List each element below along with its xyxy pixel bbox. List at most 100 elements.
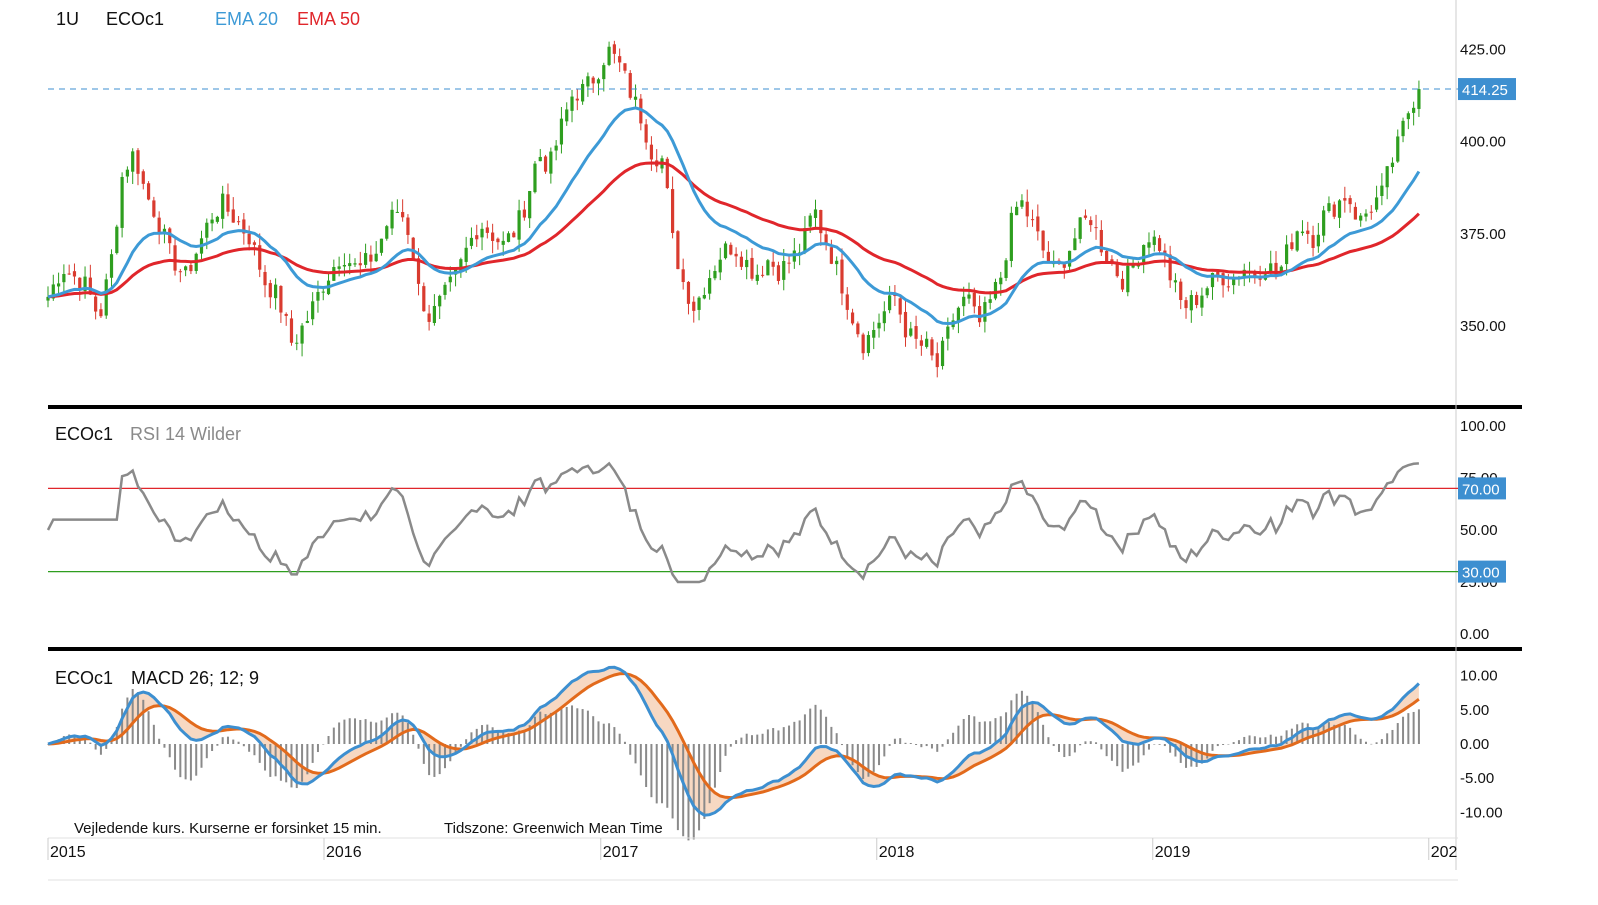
macd-histogram-bar xyxy=(608,723,611,744)
candle-down xyxy=(1083,215,1088,218)
macd-histogram-bar xyxy=(1147,744,1150,750)
macd-histogram-bar xyxy=(983,721,986,744)
candle-up xyxy=(385,226,389,239)
macd-histogram-bar xyxy=(772,728,775,744)
candle-up xyxy=(1078,217,1082,239)
macd-histogram-bar xyxy=(422,744,425,764)
panel-divider xyxy=(48,405,1522,409)
candle-up xyxy=(967,294,971,299)
ema20-legend-label[interactable]: EMA 20 xyxy=(215,9,278,29)
candle-down xyxy=(416,258,421,284)
macd-histogram-bar xyxy=(301,744,304,782)
candle-down xyxy=(739,256,744,267)
macd-histogram-bar xyxy=(968,715,971,744)
macd-histogram-bar xyxy=(84,738,87,744)
macd-histogram-bar xyxy=(978,721,981,744)
macd-histogram-bar xyxy=(692,744,695,840)
candle-down xyxy=(1094,227,1098,229)
candle-down xyxy=(734,253,738,257)
macd-histogram-bar xyxy=(1232,742,1235,744)
candle-up xyxy=(697,297,701,310)
macd-histogram-bar xyxy=(142,699,145,744)
macd-histogram-bar xyxy=(671,744,674,819)
candle-down xyxy=(628,73,632,98)
macd-histogram-bar xyxy=(1137,744,1140,763)
macd-histogram-bar xyxy=(634,744,637,764)
macd-histogram-bar xyxy=(1248,735,1251,744)
candle-up xyxy=(602,65,606,80)
macd-histogram-bar xyxy=(973,716,976,744)
macd-histogram-bar xyxy=(512,735,515,744)
macd-histogram-bar xyxy=(1264,737,1267,744)
ema50-line xyxy=(47,161,1420,299)
macd-histogram-bar xyxy=(1253,736,1256,744)
candle-up xyxy=(1126,265,1130,293)
macd-histogram-bar xyxy=(1322,725,1325,744)
macd-histogram-bar xyxy=(290,744,293,788)
macd-histogram-bar xyxy=(68,734,71,744)
candle-up xyxy=(62,273,66,283)
candle-up xyxy=(221,193,225,219)
macd-line xyxy=(47,665,1420,817)
candle-down xyxy=(840,259,844,294)
macd-histogram-bar xyxy=(226,736,229,744)
candle-up xyxy=(1390,162,1395,168)
macd-histogram-bar xyxy=(195,744,198,776)
macd-histogram-bar xyxy=(189,744,192,781)
x-tick-label: 2018 xyxy=(879,844,915,861)
macd-histogram-bar xyxy=(152,724,155,744)
candle-down xyxy=(94,296,98,312)
candle-down xyxy=(692,301,696,311)
macd-histogram-bar xyxy=(121,708,124,744)
candle-down xyxy=(72,271,77,277)
candle-up xyxy=(956,307,961,322)
candle-up xyxy=(1396,136,1400,162)
macd-histogram-bar xyxy=(1216,744,1219,747)
candle-up xyxy=(782,260,786,280)
macd-histogram-bar xyxy=(1015,693,1018,744)
macd-histogram-bar xyxy=(1206,744,1209,759)
macd-histogram-bar xyxy=(930,744,933,749)
candle-down xyxy=(358,263,362,266)
macd-histogram-bar xyxy=(936,744,939,752)
candle-down xyxy=(824,234,828,245)
candle-up xyxy=(274,284,278,299)
macd-histogram-bar xyxy=(380,720,383,744)
macd-histogram-bar xyxy=(343,719,346,744)
macd-histogram-bar xyxy=(708,744,711,804)
macd-histogram-bar xyxy=(1089,741,1092,744)
x-axis: 2015 2016 2017 2018 2019 202 xyxy=(47,837,1458,881)
candle-down xyxy=(1030,219,1035,221)
candle-up xyxy=(1009,212,1013,261)
candle-up xyxy=(755,274,759,281)
candle-down xyxy=(1041,230,1045,251)
candle-up xyxy=(549,151,553,174)
candle-down xyxy=(930,339,934,356)
macd-histogram-bar xyxy=(761,733,764,744)
candle-up xyxy=(745,259,749,268)
macd-histogram-bar xyxy=(1364,741,1367,744)
candle-up xyxy=(1316,234,1320,247)
candle-up xyxy=(305,320,309,323)
macd-histogram-bar xyxy=(475,728,478,744)
candle-up xyxy=(1205,288,1209,296)
macd-histogram-bar xyxy=(602,723,605,744)
candle-up xyxy=(1189,295,1193,311)
candle-up xyxy=(363,253,368,265)
candle-down xyxy=(972,292,976,307)
candle-down xyxy=(1089,220,1093,226)
candle-up xyxy=(300,325,304,344)
macd-histogram-bar xyxy=(258,744,261,763)
ema50-legend-label[interactable]: EMA 50 xyxy=(297,9,360,29)
candle-up xyxy=(713,270,717,279)
macd-y-tick-label: -10.00 xyxy=(1460,804,1503,821)
macd-histogram-bar xyxy=(909,743,912,744)
candle-up xyxy=(205,222,209,238)
candle-down xyxy=(1306,230,1310,234)
macd-histogram-bar xyxy=(645,744,648,788)
macd-histogram-bar xyxy=(682,744,685,837)
macd-histogram-bar xyxy=(793,721,796,744)
macd-histogram-bar xyxy=(502,732,505,744)
macd-histogram-bar xyxy=(915,744,918,746)
